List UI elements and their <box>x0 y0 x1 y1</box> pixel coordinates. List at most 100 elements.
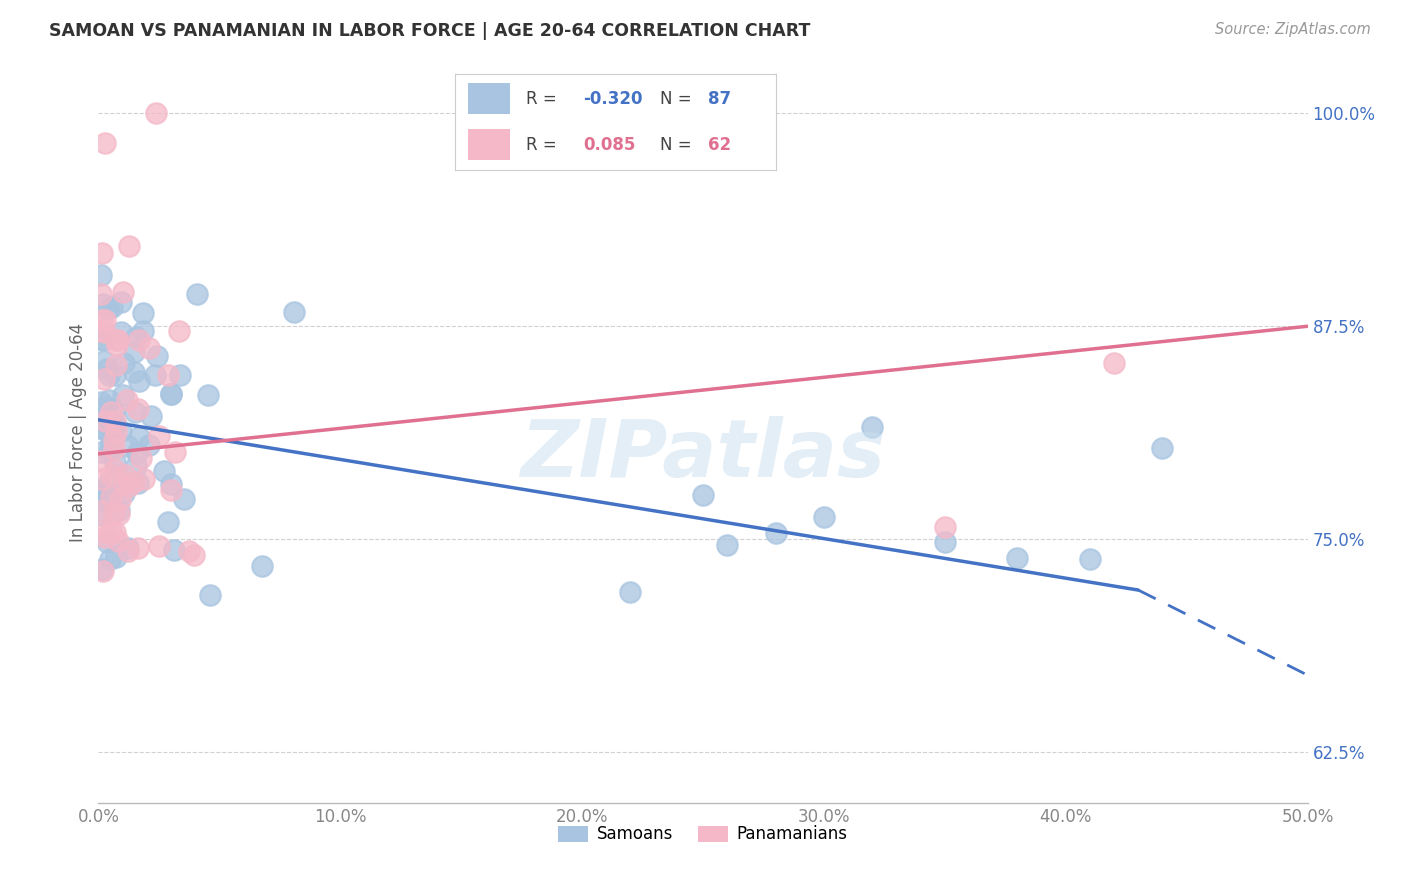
Point <box>94 325 117 339</box>
Point <box>179 543 201 558</box>
Point <box>159 477 181 491</box>
Point <box>91 562 114 576</box>
Point <box>93 530 115 544</box>
Point <box>110 294 132 309</box>
Point <box>163 444 186 458</box>
Point <box>198 588 221 602</box>
Point <box>94 414 117 428</box>
Point <box>98 392 121 407</box>
Point <box>98 551 121 566</box>
Point <box>138 341 160 355</box>
Point <box>103 404 125 418</box>
Point <box>1007 550 1029 565</box>
Point <box>100 405 122 419</box>
Point <box>128 430 150 444</box>
Point <box>118 478 141 492</box>
Point <box>100 435 122 450</box>
Point <box>186 287 208 301</box>
Point <box>122 345 145 359</box>
Point <box>112 356 135 370</box>
Point <box>134 472 156 486</box>
Point <box>111 388 134 402</box>
Point <box>124 475 146 489</box>
Point <box>124 365 146 379</box>
Point <box>90 411 112 425</box>
Point <box>128 333 150 347</box>
Point <box>100 431 122 445</box>
Point <box>90 445 112 459</box>
Point <box>765 525 787 540</box>
Point <box>97 478 120 492</box>
Point <box>97 301 120 316</box>
Point <box>104 368 127 382</box>
Point <box>163 542 186 557</box>
Point <box>112 485 135 500</box>
Point <box>91 493 114 508</box>
Point <box>138 438 160 452</box>
Point <box>97 421 120 435</box>
Point <box>103 433 125 447</box>
Point <box>152 464 174 478</box>
Point <box>100 467 122 482</box>
Point <box>1152 442 1174 456</box>
Point <box>96 535 118 549</box>
Point <box>197 388 219 402</box>
Point <box>96 400 118 414</box>
Point <box>104 417 127 432</box>
Point <box>124 405 146 419</box>
Point <box>108 507 131 521</box>
Point <box>104 463 127 477</box>
Point <box>1078 552 1101 566</box>
Point <box>90 473 112 487</box>
Point <box>91 564 114 578</box>
Point <box>93 485 115 500</box>
Point <box>127 402 149 417</box>
Point <box>148 429 170 443</box>
Point <box>124 330 146 344</box>
Point <box>692 488 714 502</box>
Point <box>145 106 167 120</box>
Point <box>100 491 122 505</box>
Point <box>91 422 114 436</box>
Point <box>125 459 148 474</box>
Point <box>104 358 127 372</box>
Point <box>90 484 112 499</box>
Point <box>128 374 150 388</box>
Point <box>90 454 112 468</box>
Point <box>112 285 135 300</box>
Point <box>97 368 120 383</box>
Point <box>156 368 179 382</box>
Point <box>90 504 112 518</box>
Point <box>90 324 112 338</box>
Point <box>103 425 125 440</box>
Point <box>90 245 112 260</box>
Point <box>716 538 738 552</box>
Point <box>90 332 112 346</box>
Point <box>118 238 141 252</box>
Point <box>90 313 112 327</box>
Point <box>90 268 112 283</box>
Point <box>160 387 183 401</box>
Point <box>117 541 139 556</box>
Point <box>100 425 122 439</box>
Point <box>100 300 122 314</box>
Point <box>110 325 132 339</box>
Point <box>90 394 112 409</box>
Point <box>114 468 136 483</box>
Point <box>127 541 149 556</box>
Point <box>93 313 115 327</box>
Point <box>98 442 121 456</box>
Point <box>96 362 118 376</box>
Point <box>93 354 115 368</box>
Point <box>105 338 128 352</box>
Text: Source: ZipAtlas.com: Source: ZipAtlas.com <box>1215 22 1371 37</box>
Point <box>110 424 132 438</box>
Point <box>90 287 112 301</box>
Point <box>127 475 149 490</box>
Point <box>107 333 129 347</box>
Point <box>115 392 138 407</box>
Point <box>103 442 125 456</box>
Point <box>132 306 155 320</box>
Point <box>117 439 139 453</box>
Point <box>105 424 128 438</box>
